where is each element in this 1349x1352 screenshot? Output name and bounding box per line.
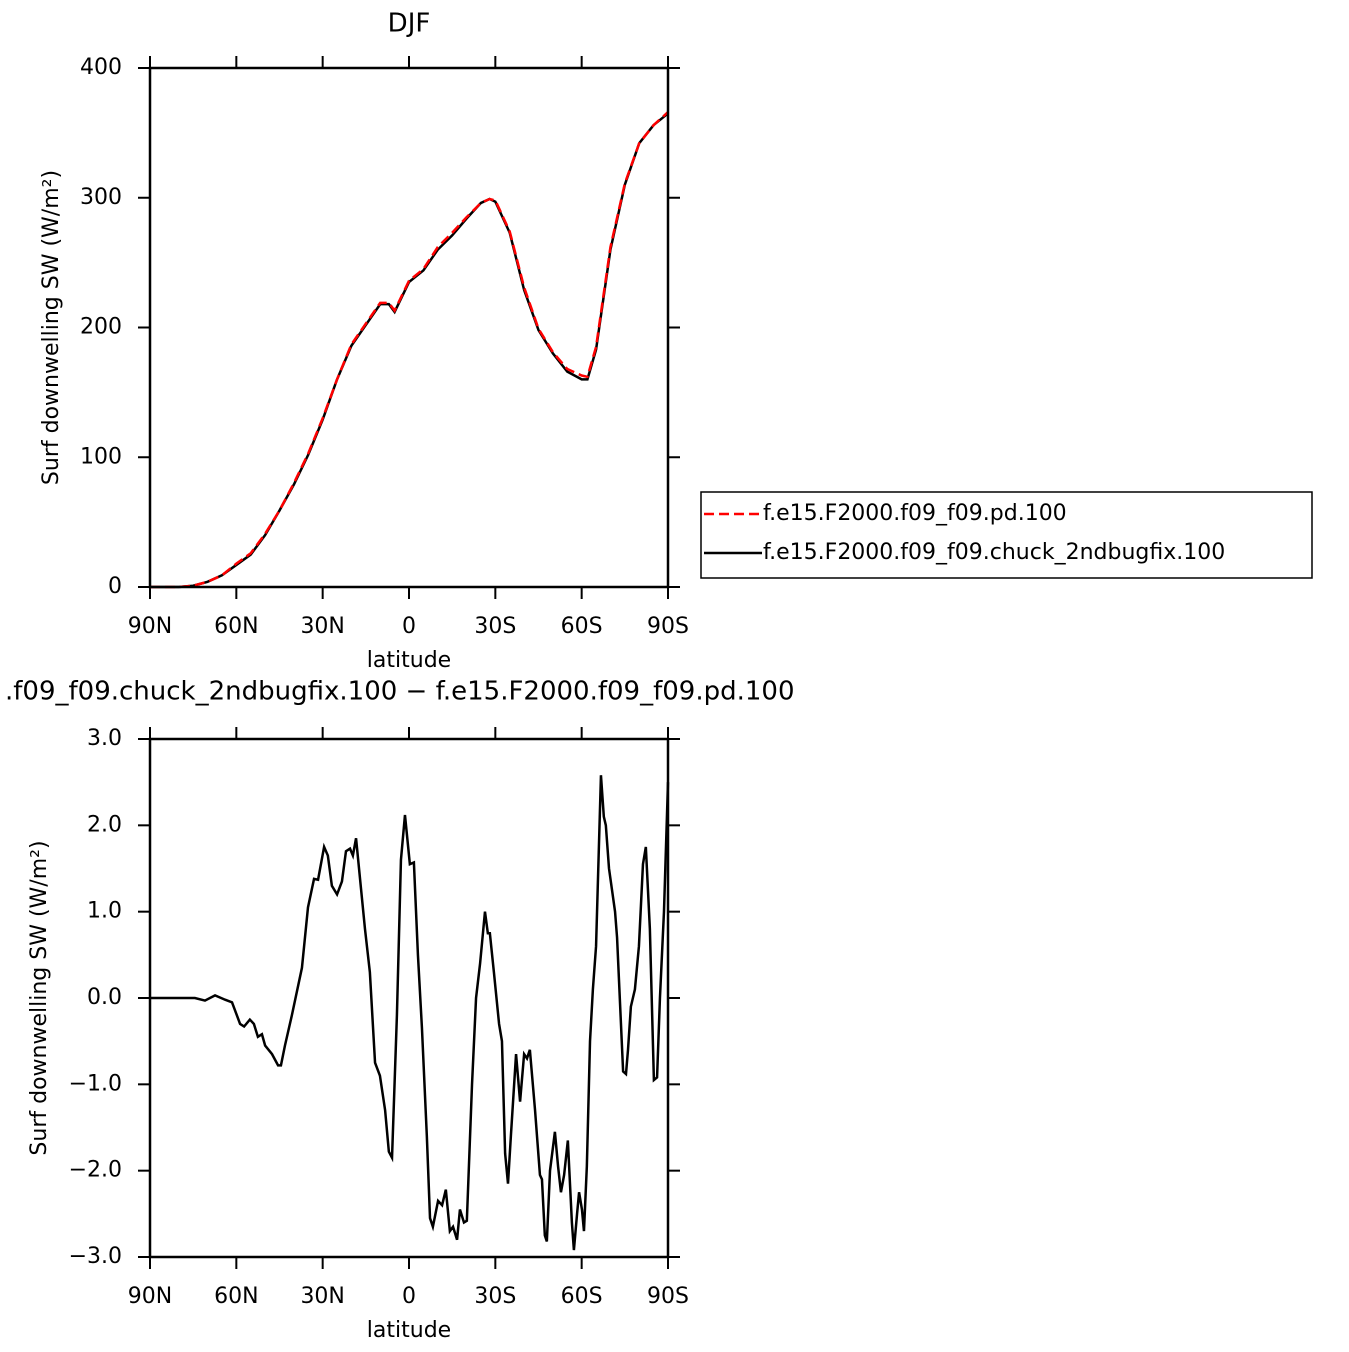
data-line: [150, 111, 669, 589]
y-tick-label: 2.0: [87, 812, 122, 837]
x-axis-label: latitude: [367, 648, 451, 673]
y-tick-label: 100: [80, 444, 122, 469]
x-tick-label: 60N: [214, 614, 258, 639]
y-tick-label: 300: [80, 185, 122, 210]
plot-frame: [148, 66, 670, 589]
x-tick-label: 60S: [561, 1284, 603, 1309]
legend-label: f.e15.F2000.f09_f09.pd.100: [763, 501, 1067, 526]
legend-label: f.e15.F2000.f09_f09.chuck_2ndbugfix.100: [763, 540, 1225, 565]
x-tick-label: 30N: [300, 614, 344, 639]
x-tick-label: 30N: [300, 1284, 344, 1309]
y-tick-label: 0: [108, 574, 122, 599]
x-tick-label: 30S: [474, 1284, 516, 1309]
y-tick-label: −3.0: [69, 1244, 122, 1269]
plot-frame: [148, 737, 670, 1259]
x-tick-label: 90S: [647, 1284, 689, 1309]
legend-box: [700, 491, 1313, 579]
y-tick-label: −2.0: [69, 1158, 122, 1183]
x-tick-label: 0: [402, 1284, 416, 1309]
y-tick-label: 400: [80, 55, 122, 80]
y-tick-label: −1.0: [69, 1071, 122, 1096]
y-axis-label: Surf downwelling SW (W/m²): [39, 170, 64, 485]
y-tick-label: 0.0: [87, 985, 122, 1010]
x-tick-label: 60S: [561, 614, 603, 639]
data-line: [150, 775, 670, 1251]
x-tick-label: 0: [402, 614, 416, 639]
x-axis-label: latitude: [367, 1318, 451, 1343]
y-tick-label: 200: [80, 315, 122, 340]
x-tick-label: 90N: [128, 1284, 172, 1309]
y-axis-label: Surf downwelling SW (W/m²): [27, 840, 52, 1155]
x-tick-label: 60N: [214, 1284, 258, 1309]
x-tick-label: 90S: [647, 614, 689, 639]
chart-title: .f09_f09.chuck_2ndbugfix.100 − f.e15.F20…: [5, 677, 794, 707]
chart-title: DJF: [388, 9, 431, 39]
data-line: [150, 112, 669, 589]
x-tick-label: 30S: [474, 614, 516, 639]
y-tick-label: 3.0: [87, 726, 122, 751]
x-tick-label: 90N: [128, 614, 172, 639]
y-tick-label: 1.0: [87, 899, 122, 924]
